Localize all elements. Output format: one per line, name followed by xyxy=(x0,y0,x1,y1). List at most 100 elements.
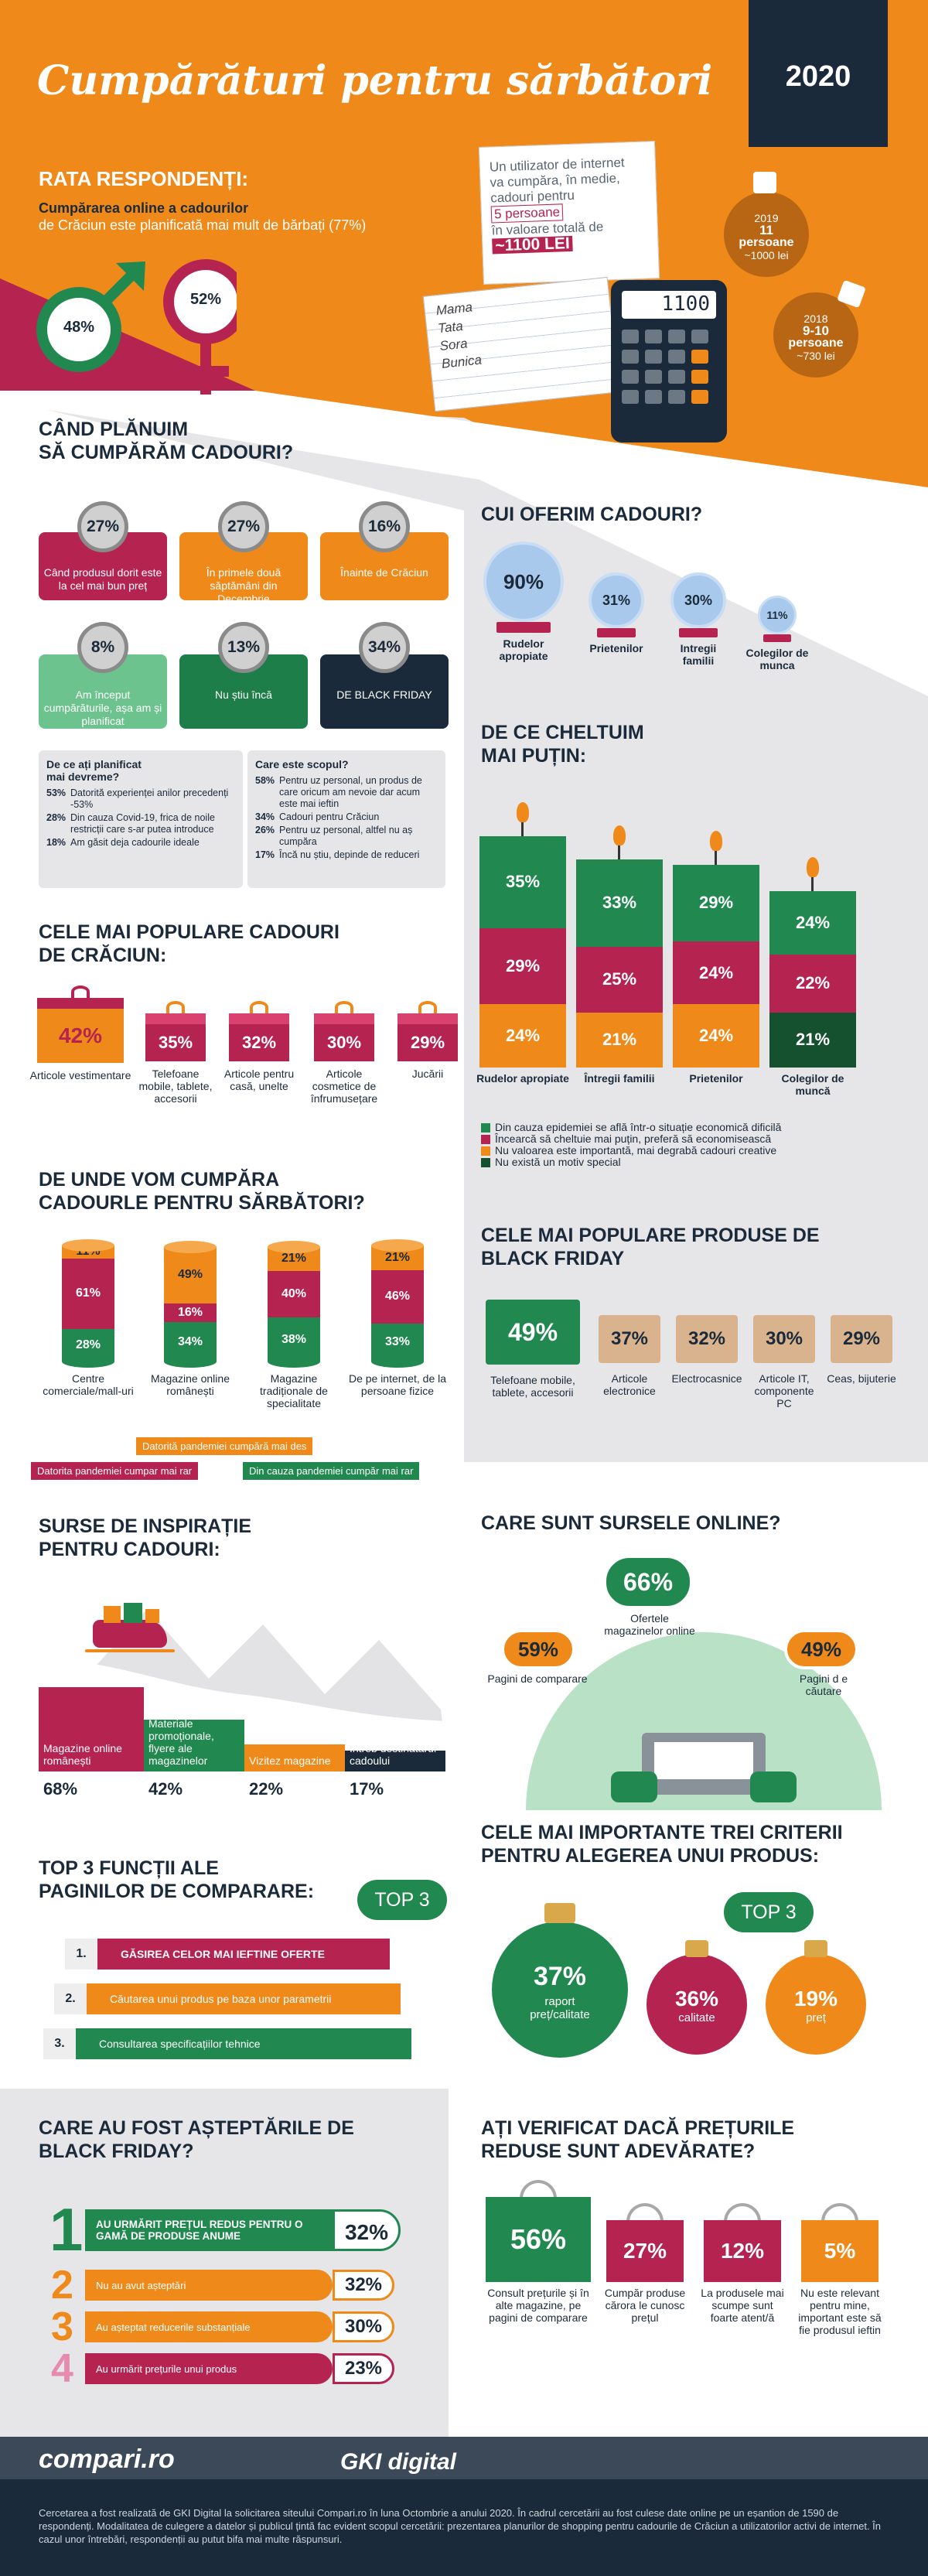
notepad: Mama Tata Sora Bunica xyxy=(422,276,620,412)
bag-handle-icon xyxy=(724,2203,761,2226)
candle-segment: 24% xyxy=(769,891,856,955)
online-left-pct: 59% xyxy=(501,1629,575,1669)
when-label: Înainte de Crăciun xyxy=(340,566,428,579)
when-box-purpose: Care este scopul? 58% Pentru uz personal,… xyxy=(247,750,445,888)
gift-label: Telefoane mobile, tablete, accesorii xyxy=(138,1068,213,1105)
function-item: GĂSIREA CELOR MAI IEFTINE OFERTE xyxy=(97,1939,390,1970)
candle-label: Rudelor apropiate xyxy=(476,1072,569,1085)
when-box-earlier: De ce ați planificat mai devreme? 53% Dat… xyxy=(39,750,243,888)
cylinder-segment: 38% xyxy=(268,1317,320,1361)
when-pct: 34% xyxy=(359,622,410,673)
respondents-lead-rest: de Crăciun este planificată mai mult de … xyxy=(39,217,367,233)
box-row-pct: 17% xyxy=(255,849,275,860)
when-pct: 16% xyxy=(359,501,410,552)
box-row-text: Datorită experienței anilor precedenți -… xyxy=(70,787,229,810)
gift-icon: 32% xyxy=(229,1013,289,1061)
where-label: Magazine online românești xyxy=(151,1372,230,1397)
whom-item: 30% Intregii familii xyxy=(664,572,733,667)
when-pct: 27% xyxy=(218,501,269,552)
inspiration-bar: Materiale promoționale, flyere ale magaz… xyxy=(144,1717,244,1771)
box-icon: 29% xyxy=(831,1315,892,1363)
where-cylinders: 11%61%28%Centre comerciale/mall-uri49%16… xyxy=(31,1239,464,1416)
bag-handle-icon xyxy=(626,2203,664,2226)
gifts-row: 42% Articole vestimentare 35% Telefoane mob… xyxy=(30,982,464,1137)
when-heading: CÂND PLĂNUIM SĂ CUMPĂRĂM CADOURI? xyxy=(39,418,293,464)
popular-heading-l1: CELE MAI POPULARE CADOURI xyxy=(39,921,339,943)
snowglobe-icon: 31% xyxy=(589,572,644,628)
spend-heading: DE CE CHELTUIM MAI PUȚIN: xyxy=(481,721,644,767)
gift-icon: 35% xyxy=(145,1013,206,1061)
year-2018-unit: persoane xyxy=(788,337,844,350)
candle-segment: 29% xyxy=(673,865,759,941)
popular-heading-l2: DE CRĂCIUN: xyxy=(39,945,167,966)
ornament-cap-icon xyxy=(685,1940,708,1957)
cylinder-segment: 16% xyxy=(164,1303,217,1322)
candle-segment: 33% xyxy=(576,859,663,947)
cylinder-cap xyxy=(164,1240,217,1253)
year-2018-people: 9-10 xyxy=(802,323,830,338)
expect-pct: 30% xyxy=(333,2311,394,2342)
criteria-label: calitate xyxy=(678,2011,715,2024)
cylinder-base xyxy=(268,1355,320,1368)
expect-pct: 23% xyxy=(333,2353,394,2384)
box-label: Ceas, bijuterie xyxy=(827,1372,896,1385)
ornament: 19% preț xyxy=(766,1954,866,2055)
function-item: Căutarea unui produs pe baza unor parame… xyxy=(87,1983,401,2014)
snowglobe-icon: 30% xyxy=(670,572,726,628)
box-row-pct: 34% xyxy=(255,811,275,822)
sleigh-icon xyxy=(85,1601,178,1655)
budget-l4: 5 persoane xyxy=(490,203,564,224)
box-row-pct: 26% xyxy=(255,825,275,835)
where-legend-red: Datorita pandemiei cumpar mai rar xyxy=(31,1462,199,1480)
cylinder-segment: 46% xyxy=(371,1269,424,1324)
bf-heading-l2: BLACK FRIDAY xyxy=(481,1248,625,1269)
bf-heading: CELE MAI POPULARE PRODUSE DE BLACK FRIDA… xyxy=(481,1224,820,1270)
candle-segment: 22% xyxy=(769,954,856,1013)
online-center-pct: 66% xyxy=(603,1555,693,1609)
flame-icon xyxy=(517,801,529,822)
male-pct: 48% xyxy=(63,319,95,336)
respondents-heading: RATA RESPONDENȚI: xyxy=(39,167,249,190)
when-label: DE BLACK FRIDAY xyxy=(336,688,432,701)
candle-label: Colegilor de muncă xyxy=(781,1072,844,1097)
female-pct: 52% xyxy=(189,291,222,308)
snowglobe-icon: 11% xyxy=(758,596,797,634)
cylinder-segment: 34% xyxy=(164,1322,217,1361)
where-heading-l2: CADOURLE PENTRU SĂRBĂTORI? xyxy=(39,1192,365,1214)
where-label: Magazine tradiționale de specialitate xyxy=(260,1372,328,1409)
gift-label: Articole pentru casă, unelte xyxy=(223,1068,295,1092)
whom-item: 31% Prietenilor xyxy=(582,572,651,654)
expect-heading-l1: CARE AU FOST AȘTEPTĂRILE DE xyxy=(39,2117,354,2139)
inspiration-bar: Întreb destinatarul cadoului xyxy=(345,1742,445,1771)
where-label: Centre comerciale/mall-uri xyxy=(43,1372,134,1397)
when-pct: 27% xyxy=(77,501,128,552)
online-left-label: Pagini de comparare xyxy=(487,1672,588,1685)
top3-badge: TOP 3 xyxy=(724,1892,814,1932)
function-number: 2. xyxy=(54,1983,87,2014)
calculator-display: 1100 xyxy=(622,291,716,319)
candle-segment: 21% xyxy=(576,1012,663,1068)
criteria-pct: 36% xyxy=(674,1987,719,2011)
whom-label: Rudelor apropiate xyxy=(499,637,548,662)
year-2019-people: 11 xyxy=(759,223,773,237)
gift-bow-icon xyxy=(335,1001,353,1013)
budget-l6: ~1100 LEI xyxy=(492,234,574,255)
bf-heading-l1: CELE MAI POPULARE PRODUSE DE xyxy=(481,1225,820,1246)
whom-label: Intregii familii xyxy=(680,642,717,667)
box-row-pct: 53% xyxy=(46,787,67,798)
box-label: Electrocasnice xyxy=(671,1372,742,1385)
when-label: În primele două săptămâni din Decembrie xyxy=(206,566,281,605)
ornament: 37% raport preț/calitate xyxy=(492,1922,628,2058)
function-number: 3. xyxy=(43,2028,76,2059)
cylinder-cap xyxy=(62,1239,114,1252)
functions-heading-l1: TOP 3 FUNCȚII ALE xyxy=(39,1857,219,1879)
wick xyxy=(715,851,717,866)
inspiration-chart: Magazine online românești 68% Materiale pr… xyxy=(39,1648,449,1826)
spend-heading-l1: DE CE CHELTUIM xyxy=(481,722,644,743)
box-row-text: Încă nu știu, depinde de reduceri xyxy=(279,849,420,860)
expect-item: Au urmărit prețurile unui produs xyxy=(85,2353,333,2384)
expect-number: 2 xyxy=(51,2263,73,2308)
gift-bow-icon xyxy=(71,986,90,998)
box-row-text: Pentru uz personal, un produs de care or… xyxy=(279,775,422,809)
footer-note: Cercetarea a fost realizată de GKI Digit… xyxy=(39,2507,882,2545)
